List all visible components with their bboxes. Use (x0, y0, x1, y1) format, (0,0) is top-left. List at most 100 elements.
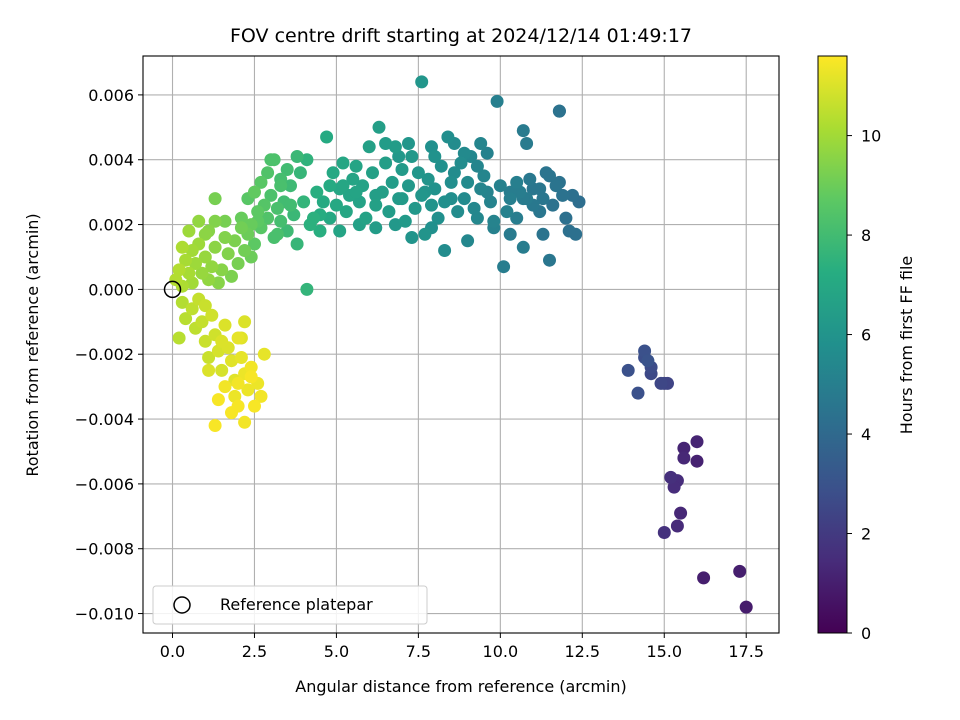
data-point (211, 276, 225, 290)
data-point (369, 198, 383, 212)
data-point (398, 214, 412, 228)
data-point (431, 211, 445, 225)
data-point (500, 205, 514, 219)
data-point (270, 201, 284, 215)
data-point (516, 124, 530, 138)
data-point (408, 201, 422, 215)
data-point (208, 192, 222, 206)
data-point (290, 237, 304, 251)
data-point (477, 169, 491, 183)
data-point (556, 188, 570, 202)
data-point (185, 244, 199, 257)
data-point (490, 94, 504, 108)
data-point (215, 263, 229, 277)
data-point (182, 266, 196, 280)
data-point (300, 153, 314, 167)
data-point (349, 159, 363, 173)
data-point (284, 198, 297, 212)
data-point (303, 218, 317, 232)
data-point (211, 393, 225, 407)
x-tick-label: 15.0 (646, 642, 682, 661)
y-tick-label: −0.006 (75, 475, 134, 494)
data-point (254, 175, 268, 189)
data-point (562, 224, 576, 238)
data-point (657, 526, 671, 539)
data-point (261, 211, 275, 225)
data-point (359, 211, 373, 225)
data-point (510, 211, 524, 225)
data-point (290, 150, 304, 163)
data-point (451, 205, 465, 219)
data-point (566, 188, 579, 202)
data-point (231, 257, 245, 270)
data-point (677, 441, 691, 455)
data-point (402, 179, 415, 193)
colorbar-tick-label: 4 (861, 425, 871, 444)
data-point (179, 253, 193, 267)
data-point (205, 308, 219, 322)
data-point (234, 351, 248, 364)
data-point (549, 179, 563, 193)
data-point (248, 399, 261, 413)
chart-title: FOV centre drift starting at 2024/12/14 … (230, 25, 692, 47)
data-point (421, 172, 435, 186)
data-point (425, 198, 438, 212)
data-point (234, 221, 248, 235)
data-point (293, 166, 307, 180)
data-point (244, 370, 258, 384)
plot-frame (142, 55, 780, 634)
colorbar-label: Hours from first FF file (897, 256, 916, 435)
data-point (664, 470, 678, 484)
data-point (388, 140, 402, 154)
legend-reference-label: Reference platepar (220, 595, 373, 614)
data-point (674, 506, 688, 520)
data-point (218, 380, 232, 394)
data-point (218, 318, 232, 332)
data-point (379, 156, 393, 170)
data-point (238, 415, 252, 429)
data-point (264, 188, 278, 202)
data-point (654, 376, 668, 390)
x-tick-label: 10.0 (483, 642, 519, 661)
data-point (369, 221, 383, 235)
data-point (395, 192, 409, 206)
data-point (221, 247, 235, 261)
data-point (411, 166, 425, 180)
data-point (316, 195, 330, 209)
y-tick-label: 0.002 (88, 216, 134, 235)
y-axis-label: Rotation from reference (arcmin) (23, 213, 42, 476)
legend-reference-marker (173, 596, 191, 614)
data-point (297, 195, 311, 209)
data-point (362, 140, 376, 154)
data-point (251, 205, 265, 219)
data-point (503, 192, 517, 206)
reference-marker-layer (163, 280, 182, 299)
data-point (415, 75, 429, 89)
data-point (474, 182, 488, 196)
data-point (434, 159, 448, 173)
data-point (461, 234, 475, 248)
data-point (631, 386, 645, 400)
data-point (677, 451, 691, 465)
data-point (215, 363, 229, 377)
y-tick-label: −0.004 (75, 410, 134, 429)
data-point (349, 185, 363, 199)
data-point (405, 231, 419, 244)
data-point (467, 201, 481, 215)
data-point (175, 295, 189, 309)
data-point (539, 166, 553, 180)
data-point (248, 237, 261, 251)
x-tick-label: 2.5 (242, 642, 267, 661)
data-point (208, 419, 222, 432)
data-point (218, 231, 232, 244)
data-point (428, 182, 442, 196)
data-point (546, 198, 560, 212)
data-points (169, 75, 753, 614)
x-tick-label: 17.5 (728, 642, 764, 661)
data-point (533, 182, 547, 196)
data-point (739, 600, 753, 614)
data-point (185, 302, 199, 316)
data-point (621, 363, 635, 377)
data-point (202, 351, 216, 364)
data-point (248, 185, 261, 199)
